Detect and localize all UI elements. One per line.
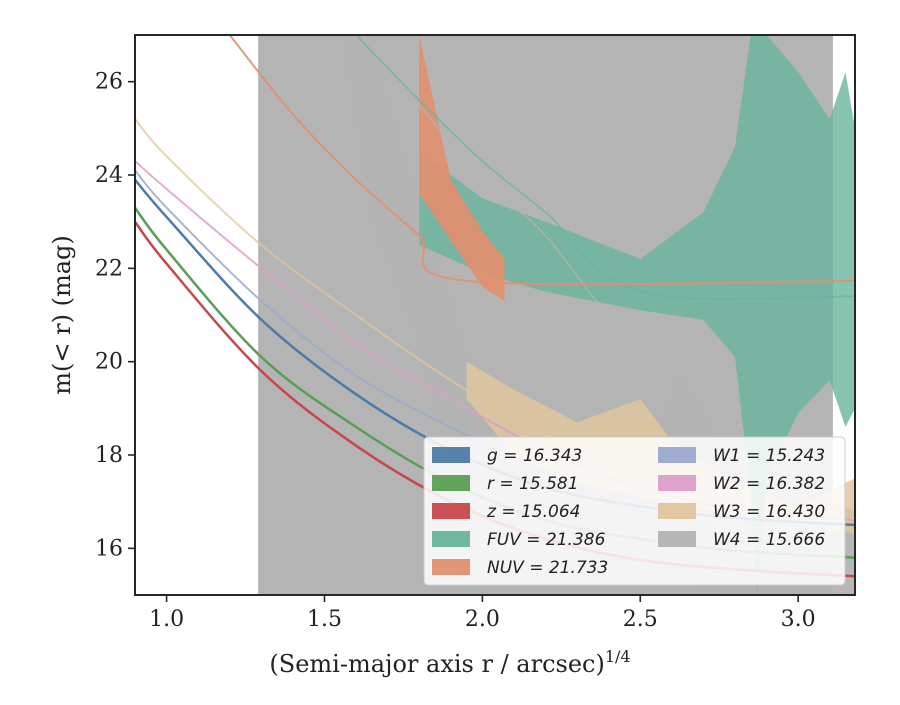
y-tick-label: 24: [95, 163, 123, 188]
legend-label-g: g = 16.343: [487, 446, 582, 466]
legend-box: [423, 436, 846, 586]
series-line-fuv: [355, 35, 855, 300]
y-axis-label: m(< r) (mag): [48, 235, 76, 394]
x-tick-label: 3.0: [781, 607, 816, 632]
legend-swatch-z: [432, 503, 470, 519]
legend-label-fuv: FUV = 21.386: [487, 530, 606, 550]
legend-swatch-fuv: [432, 531, 470, 547]
legend-swatch-w2: [658, 475, 696, 491]
plot-frame: [134, 34, 856, 596]
legend-label-z: z = 15.064: [486, 502, 580, 522]
series-line-nuv: [228, 35, 855, 286]
y-tick-label: 16: [95, 536, 123, 561]
y-tick-label: 20: [95, 350, 123, 375]
x-tick-label: 1.5: [307, 607, 342, 632]
x-tick-label: 1.0: [149, 607, 184, 632]
legend-swatch-r: [432, 475, 470, 491]
legend-label-w2: W2 = 16.382: [713, 474, 825, 494]
y-tick-label: 22: [95, 256, 123, 281]
legend-label-w3: W3 = 16.430: [713, 502, 825, 522]
legend-label-w1: W1 = 15.243: [713, 446, 825, 466]
legend-label-r: r = 15.581: [487, 474, 579, 494]
legend: g = 16.343 r = 15.581 z = 15.064 FUV = 21.3…: [423, 436, 846, 586]
band-nuv: [419, 35, 505, 301]
legend-swatch-w3: [658, 503, 696, 519]
x-tick-label: 2.0: [465, 607, 500, 632]
tick-layer: 1.0 1.5 2.0 2.5 3.0 16 18 20 22 24 26: [95, 70, 816, 632]
y-tick-label: 26: [95, 70, 123, 95]
legend-label-w4: W4 = 15.666: [713, 530, 825, 550]
legend-swatch-w1: [658, 447, 696, 463]
legend-swatch-g: [432, 447, 470, 463]
legend-label-nuv: NUV = 21.733: [487, 558, 608, 578]
y-tick-label: 18: [95, 443, 123, 468]
legend-swatch-w4: [658, 531, 696, 547]
band-fuv: [419, 35, 855, 595]
legend-swatch-nuv: [432, 559, 470, 575]
x-tick-label: 2.5: [623, 607, 658, 632]
x-axis-label: (Semi-major axis r / arcsec)1/4: [269, 647, 630, 678]
